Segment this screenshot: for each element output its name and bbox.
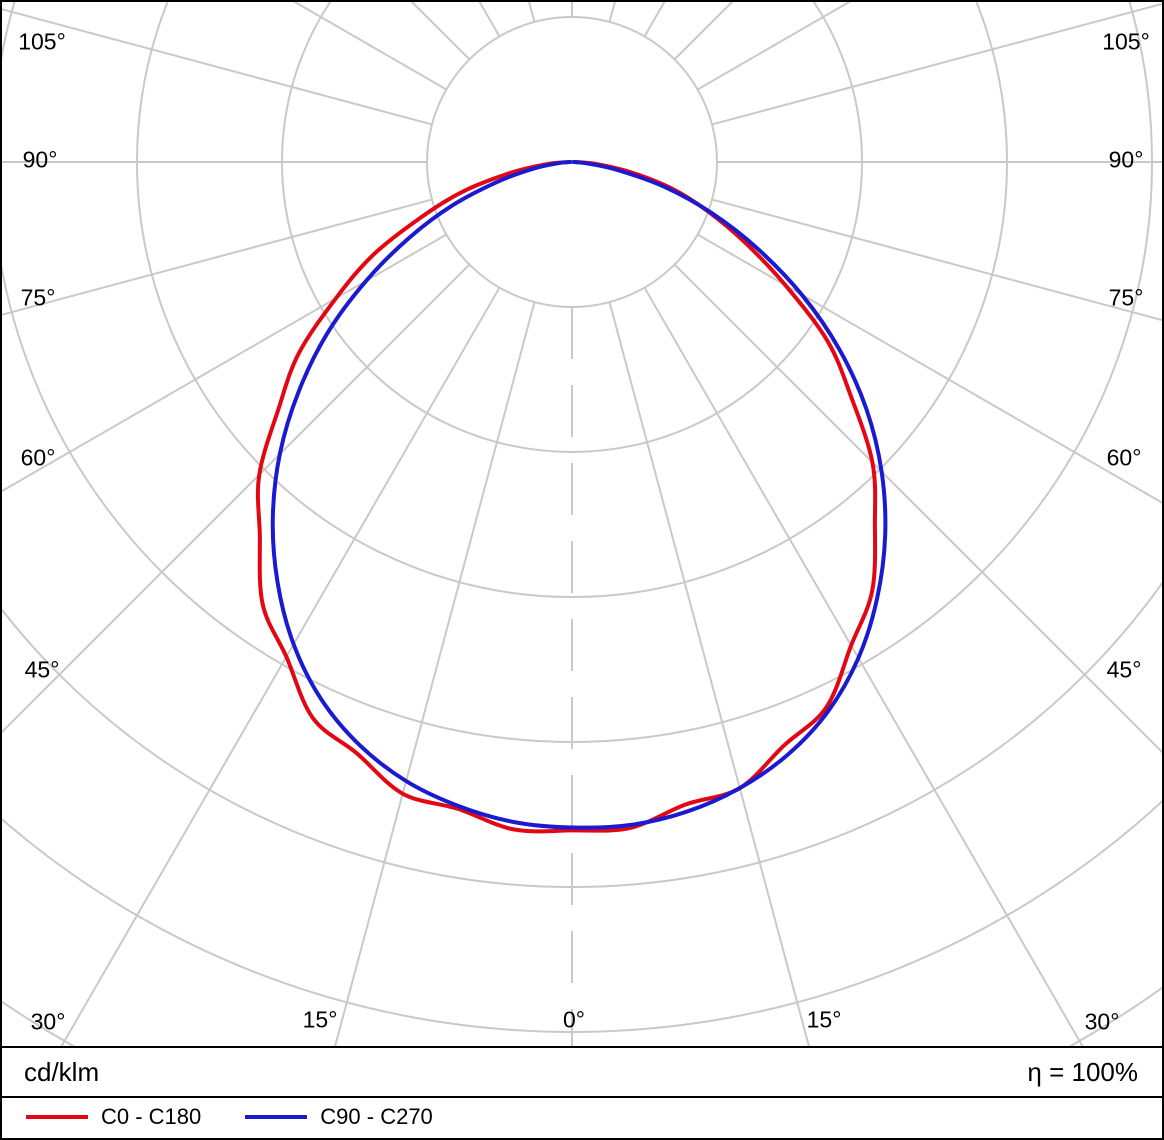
angle-tick-label: 30° — [30, 1008, 66, 1035]
legend-item-c90-c270: C90 - C270 — [245, 1104, 433, 1130]
angle-tick-label: 45° — [24, 656, 60, 683]
legend-label: C90 - C270 — [320, 1104, 433, 1129]
angle-tick-label: 60° — [20, 444, 56, 471]
units-label: cd/klm — [24, 1056, 100, 1087]
angle-tick-label: 30° — [1084, 1008, 1120, 1035]
legend: C0 - C180 C90 - C270 — [2, 1098, 1162, 1136]
angle-tick-label: 45° — [1106, 656, 1142, 683]
angle-tick-label: 75° — [1108, 284, 1144, 311]
polar-chart — [2, 2, 1162, 1046]
angle-tick-label: 15° — [806, 1006, 842, 1033]
angle-tick-label: 75° — [20, 284, 56, 311]
angle-tick-label: 105° — [18, 28, 66, 55]
angle-tick-label: 60° — [1106, 444, 1142, 471]
angle-tick-label: 90° — [22, 146, 58, 173]
angle-tick-label: 90° — [1108, 146, 1144, 173]
angle-tick-label: 15° — [302, 1006, 338, 1033]
polar-plot-area: 105° 90° 75° 60° 45° 105° 90° 75° 60° 45° 30° 15° 0°… — [2, 2, 1162, 1048]
legend-item-c0-c180: C0 - C180 — [26, 1104, 201, 1130]
blue-line-swatch-icon — [245, 1115, 308, 1119]
angle-tick-label: 105° — [1102, 28, 1150, 55]
red-line-swatch-icon — [26, 1115, 88, 1119]
efficiency-label: η = 100% — [1027, 1056, 1138, 1087]
footer-info-row: cd/klm η = 100% — [2, 1048, 1162, 1098]
legend-label: C0 - C180 — [101, 1104, 202, 1129]
angle-tick-label: 0° — [563, 1006, 585, 1033]
